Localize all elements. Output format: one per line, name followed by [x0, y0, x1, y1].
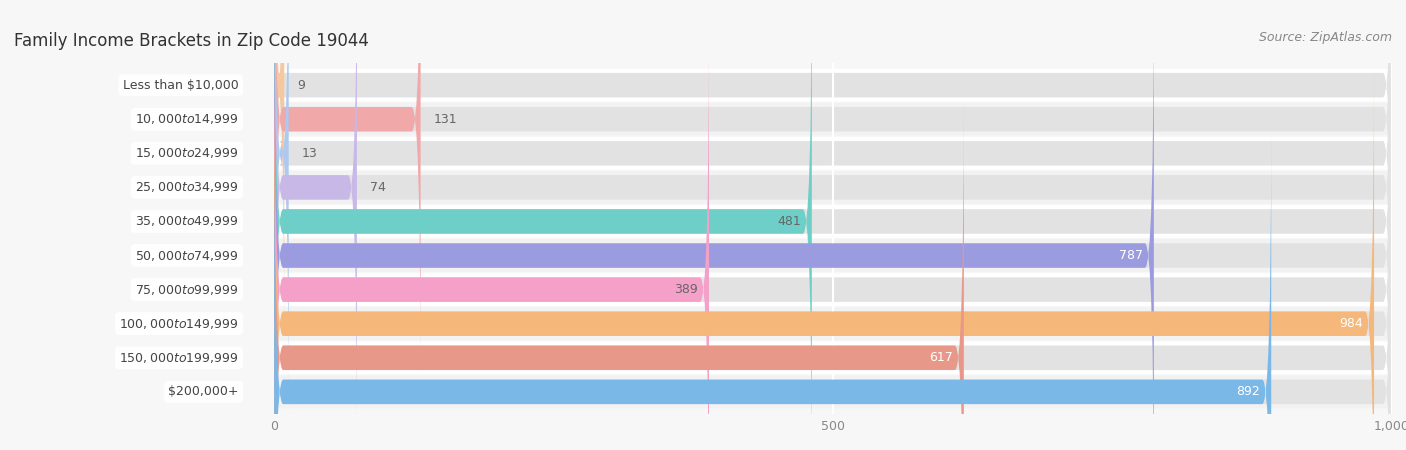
Text: 617: 617	[929, 351, 953, 364]
FancyBboxPatch shape	[274, 307, 1392, 340]
FancyBboxPatch shape	[274, 29, 709, 450]
Text: 389: 389	[673, 283, 697, 296]
Text: 481: 481	[778, 215, 800, 228]
FancyBboxPatch shape	[274, 205, 1392, 238]
FancyBboxPatch shape	[274, 0, 357, 448]
FancyBboxPatch shape	[274, 97, 965, 450]
FancyBboxPatch shape	[274, 0, 420, 380]
Text: Less than $10,000: Less than $10,000	[122, 79, 239, 92]
Text: 9: 9	[298, 79, 305, 92]
FancyBboxPatch shape	[274, 0, 1392, 380]
Text: 892: 892	[1236, 385, 1260, 398]
Text: 131: 131	[434, 113, 457, 126]
Text: 787: 787	[1119, 249, 1143, 262]
Text: Source: ZipAtlas.com: Source: ZipAtlas.com	[1258, 32, 1392, 45]
FancyBboxPatch shape	[274, 0, 1392, 346]
FancyBboxPatch shape	[274, 0, 1392, 450]
FancyBboxPatch shape	[274, 69, 1392, 102]
Text: 984: 984	[1339, 317, 1362, 330]
FancyBboxPatch shape	[274, 131, 1271, 450]
FancyBboxPatch shape	[274, 239, 1392, 272]
Text: $100,000 to $149,999: $100,000 to $149,999	[120, 317, 239, 331]
FancyBboxPatch shape	[274, 63, 1374, 450]
FancyBboxPatch shape	[274, 0, 1154, 450]
FancyBboxPatch shape	[274, 171, 1392, 204]
Text: $35,000 to $49,999: $35,000 to $49,999	[135, 215, 239, 229]
Text: $150,000 to $199,999: $150,000 to $199,999	[120, 351, 239, 365]
FancyBboxPatch shape	[274, 375, 1392, 408]
Text: $10,000 to $14,999: $10,000 to $14,999	[135, 112, 239, 126]
FancyBboxPatch shape	[274, 63, 1392, 450]
Text: Family Income Brackets in Zip Code 19044: Family Income Brackets in Zip Code 19044	[14, 32, 368, 50]
Text: 74: 74	[370, 181, 387, 194]
Text: 13: 13	[302, 147, 318, 160]
FancyBboxPatch shape	[274, 103, 1392, 135]
FancyBboxPatch shape	[274, 0, 288, 414]
FancyBboxPatch shape	[274, 97, 1392, 450]
FancyBboxPatch shape	[274, 0, 811, 450]
Text: $50,000 to $74,999: $50,000 to $74,999	[135, 248, 239, 262]
FancyBboxPatch shape	[274, 0, 1392, 450]
FancyBboxPatch shape	[274, 0, 1392, 414]
Text: $200,000+: $200,000+	[169, 385, 239, 398]
Text: $75,000 to $99,999: $75,000 to $99,999	[135, 283, 239, 297]
FancyBboxPatch shape	[274, 342, 1392, 374]
FancyBboxPatch shape	[274, 131, 1392, 450]
FancyBboxPatch shape	[274, 29, 1392, 450]
FancyBboxPatch shape	[274, 0, 1392, 448]
Text: $25,000 to $34,999: $25,000 to $34,999	[135, 180, 239, 194]
Text: $15,000 to $24,999: $15,000 to $24,999	[135, 146, 239, 160]
FancyBboxPatch shape	[274, 137, 1392, 170]
FancyBboxPatch shape	[274, 0, 284, 346]
FancyBboxPatch shape	[274, 273, 1392, 306]
